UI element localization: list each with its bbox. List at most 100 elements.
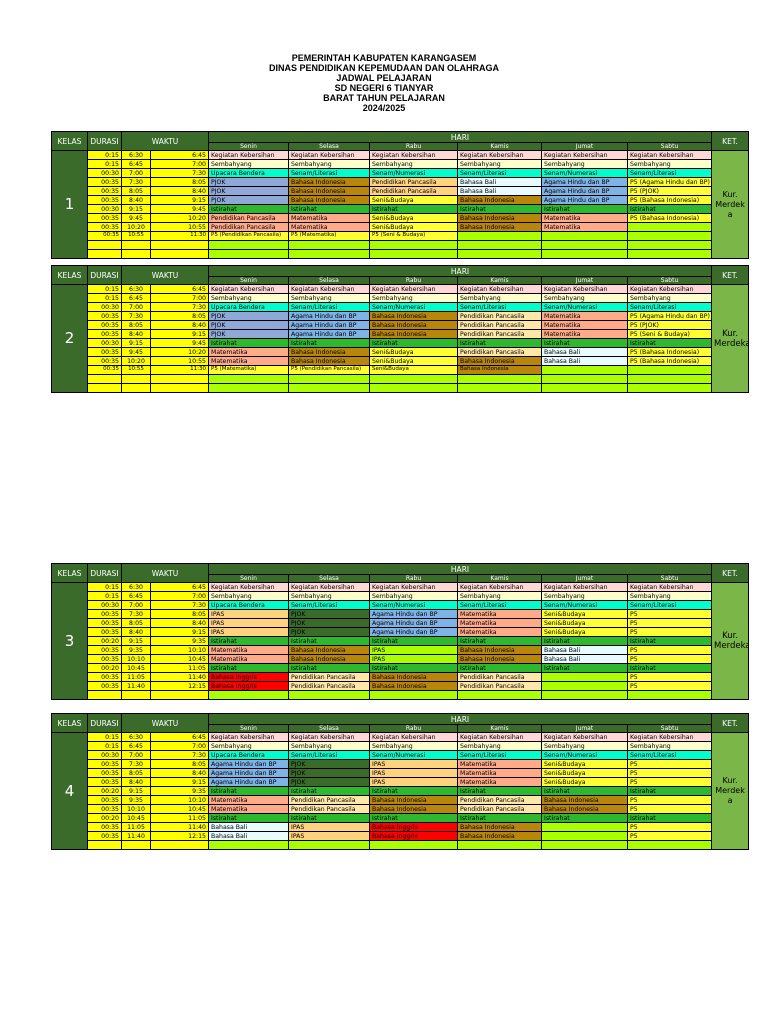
day-header: Kamis <box>457 724 542 733</box>
subject-cell: Kegiatan Kebersihan <box>369 582 458 592</box>
start-time-cell: 9:45 <box>121 213 151 223</box>
header-line-1: PEMERINTAH KABUPATEN KARANGASEM <box>291 53 477 63</box>
subject-cell: Sembahyang <box>288 591 370 601</box>
table-row: 2 0:15 6:30 6:45 Kegiatan Kebersihan Kegiatan… <box>51 284 750 393</box>
subject-cell: Pendidikan Pancasila <box>457 347 542 357</box>
start-time-cell: 10:10 <box>121 804 151 814</box>
subject-cell: Sembahyang <box>457 293 542 303</box>
start-time-cell: 7:30 <box>121 311 151 321</box>
subject-cell <box>457 374 542 384</box>
subject-cell <box>208 249 289 259</box>
subject-cell: PJOK <box>288 768 370 778</box>
subject-cell: Matematika <box>457 777 542 787</box>
subject-cell <box>541 231 628 241</box>
table-row: 00:30 9:15 9:45 Istirahat Istirahat Istirahat… <box>52 338 749 348</box>
subject-cell: Istirahat <box>208 204 289 214</box>
subject-cell <box>288 690 370 700</box>
end-time-cell: 8:05 <box>150 609 209 619</box>
table-row: 00:35 8:05 8:40 PJOK Bahasa Indonesia Pendidi… <box>52 186 749 196</box>
subject-cell: P5 <box>626 759 713 769</box>
subject-cell: P5 <box>626 654 713 664</box>
subject-cell: Matematika <box>288 222 370 232</box>
subject-cell: Bahasa Indonesia <box>457 831 542 841</box>
subject-cell: PJOK <box>208 329 289 339</box>
table-row <box>52 374 749 384</box>
subject-cell: Sembahyang <box>208 591 289 601</box>
subject-cell <box>626 690 713 700</box>
subject-cell: Kegiatan Kebersihan <box>208 150 289 160</box>
day-header: Senin <box>208 574 289 583</box>
durasi-cell: 00:35 <box>87 672 122 682</box>
end-time-cell: 7:00 <box>150 741 209 751</box>
end-time-cell: 8:05 <box>150 177 209 187</box>
end-time-cell <box>150 690 209 700</box>
subject-cell: P5 (Pendidikan Pancasila) <box>208 231 289 241</box>
end-time-cell: 9:45 <box>150 204 209 214</box>
table-row: 00:30 7:00 7:30 Upacara Bendera Senam/Litera… <box>52 750 749 760</box>
subject-cell: Senam/Literasi <box>288 302 370 312</box>
subject-cell: P5 <box>626 645 713 655</box>
subject-cell: Bahasa Indonesia <box>288 645 370 655</box>
durasi-cell <box>87 383 122 393</box>
durasi-header: DURASI <box>87 131 122 151</box>
end-time-cell: 8:40 <box>150 320 209 330</box>
subject-cell: Sembahyang <box>626 591 713 601</box>
end-time-cell: 11:05 <box>150 663 209 673</box>
subject-cell: Bahasa Bali <box>208 822 289 832</box>
start-time-cell: 6:45 <box>121 159 151 169</box>
subject-cell: Sembahyang <box>541 293 628 303</box>
header-row: KELAS DURASI WAKTU HARI KET. <box>51 265 750 285</box>
subject-cell <box>457 240 542 250</box>
subject-cell: Agama Hindu dan BP <box>288 329 370 339</box>
table-row: 00:35 11:05 11:40 Bahasa Inggris Pendidikan … <box>52 672 749 682</box>
subject-cell: Pendidikan Pancasila <box>457 672 542 682</box>
table-row: 00:30 7:00 7:30 Upacara Bendera Senam/Litera… <box>52 168 749 178</box>
durasi-cell <box>87 240 122 250</box>
subject-cell: Kegiatan Kebersihan <box>288 732 370 742</box>
subject-cell: Matematika <box>541 320 628 330</box>
subject-cell: Senam/Literasi <box>288 750 370 760</box>
subject-cell: P5 (Matematika) <box>288 231 370 241</box>
table-row: 00:35 9:45 10:20 Matematika Bahasa Indonesia… <box>52 347 749 357</box>
subject-cell <box>208 690 289 700</box>
end-time-cell: 8:40 <box>150 186 209 196</box>
subject-cell: Matematika <box>541 222 628 232</box>
document-header: PEMERINTAH KABUPATEN KARANGASEM DINAS PE… <box>0 53 768 113</box>
start-time-cell: 9:15 <box>121 636 151 646</box>
durasi-cell: 00:35 <box>87 654 122 664</box>
end-time-cell: 7:30 <box>150 302 209 312</box>
subject-cell: Bahasa Inggris <box>369 831 458 841</box>
end-time-cell: 9:15 <box>150 627 209 637</box>
table-row: 00:35 8:05 8:40 PJOK Agama Hindu dan BP Bahas… <box>52 320 749 330</box>
subject-cell: Bahasa Bali <box>541 356 628 366</box>
end-time-cell: 11:30 <box>150 231 209 241</box>
waktu-header: WAKTU <box>121 713 209 733</box>
durasi-cell: 00:35 <box>87 222 122 232</box>
subject-cell: Bahasa Bali <box>208 831 289 841</box>
subject-cell: Istirahat <box>541 663 628 673</box>
ket-cell: Kur. Merdek a <box>711 150 750 259</box>
end-time-cell: 7:00 <box>150 293 209 303</box>
start-time-cell <box>121 840 151 850</box>
subject-cell: Pendidikan Pancasila <box>288 672 370 682</box>
table-row: 00:30 7:00 7:30 Upacara Bendera Senam/Litera… <box>52 600 749 610</box>
subject-cell: Istirahat <box>541 813 628 823</box>
subject-cell: Agama Hindu dan BP <box>369 627 458 637</box>
kelas-header: KELAS <box>51 563 88 583</box>
table-row: 00:35 9:35 10:10 Matematika Bahasa Indonesia… <box>52 645 749 655</box>
start-time-cell: 11:40 <box>121 681 151 691</box>
subject-cell: Bahasa Bali <box>457 177 542 187</box>
subject-cell: Upacara Bendera <box>208 302 289 312</box>
subject-cell: Seni&Budaya <box>369 195 458 205</box>
subject-cell: Istirahat <box>369 786 458 796</box>
subject-cell: Kegiatan Kebersihan <box>369 732 458 742</box>
start-time-cell: 10:20 <box>121 222 151 232</box>
table-row: 00:20 10:45 11:05 Istirahat Istirahat Istirah… <box>52 813 749 823</box>
start-time-cell: 7:00 <box>121 750 151 760</box>
header-row: KELAS DURASI WAKTU HARI KET. <box>51 713 750 733</box>
subject-cell: Kegiatan Kebersihan <box>626 582 713 592</box>
subject-cell: Kegiatan Kebersihan <box>208 284 289 294</box>
start-time-cell: 10:20 <box>121 356 151 366</box>
start-time-cell: 7:00 <box>121 302 151 312</box>
table-row <box>52 690 749 700</box>
